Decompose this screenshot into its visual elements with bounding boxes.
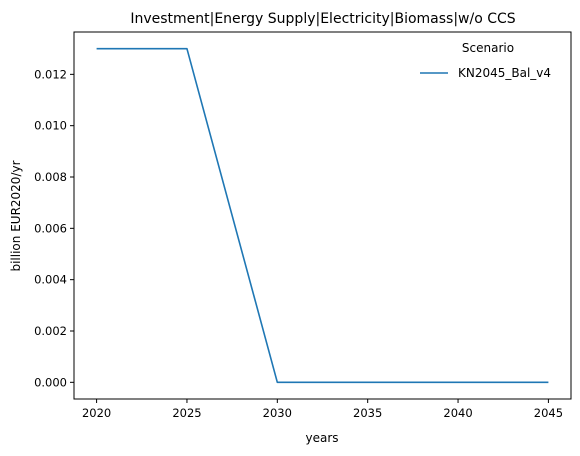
legend-label: KN2045_Bal_v4 <box>458 66 551 80</box>
chart-title: Investment|Energy Supply|Electricity|Bio… <box>130 11 515 27</box>
y-tick-label: 0.006 <box>34 221 67 235</box>
x-tick-label: 2025 <box>172 406 201 420</box>
x-tick-label: 2045 <box>534 406 563 420</box>
y-tick-label: 0.004 <box>34 273 67 287</box>
series-line <box>96 47 549 384</box>
y-axis-label: billion EUR2020/yr <box>9 160 23 271</box>
y-tick-label: 0.008 <box>34 170 67 184</box>
x-tick-label: 2040 <box>443 406 472 420</box>
y-tick-label: 0.002 <box>34 324 67 338</box>
legend-title: Scenario <box>462 41 514 55</box>
legend: Scenario KN2045_Bal_v4 <box>420 41 551 80</box>
y-tick-label: 0.012 <box>34 67 67 81</box>
y-tick-label: 0.000 <box>34 375 67 389</box>
x-tick-label: 2035 <box>353 406 382 420</box>
plot-frame <box>73 31 572 400</box>
x-axis-label: years <box>305 431 338 445</box>
x-tick-label: 2030 <box>263 406 292 420</box>
y-tick-label: 0.010 <box>34 119 67 133</box>
series-layer <box>96 47 549 384</box>
axis-ticks: 2020 2025 2030 2035 2040 2045 0.000 0.002 0.004 0… <box>34 67 563 420</box>
x-tick-label: 2020 <box>82 406 111 420</box>
